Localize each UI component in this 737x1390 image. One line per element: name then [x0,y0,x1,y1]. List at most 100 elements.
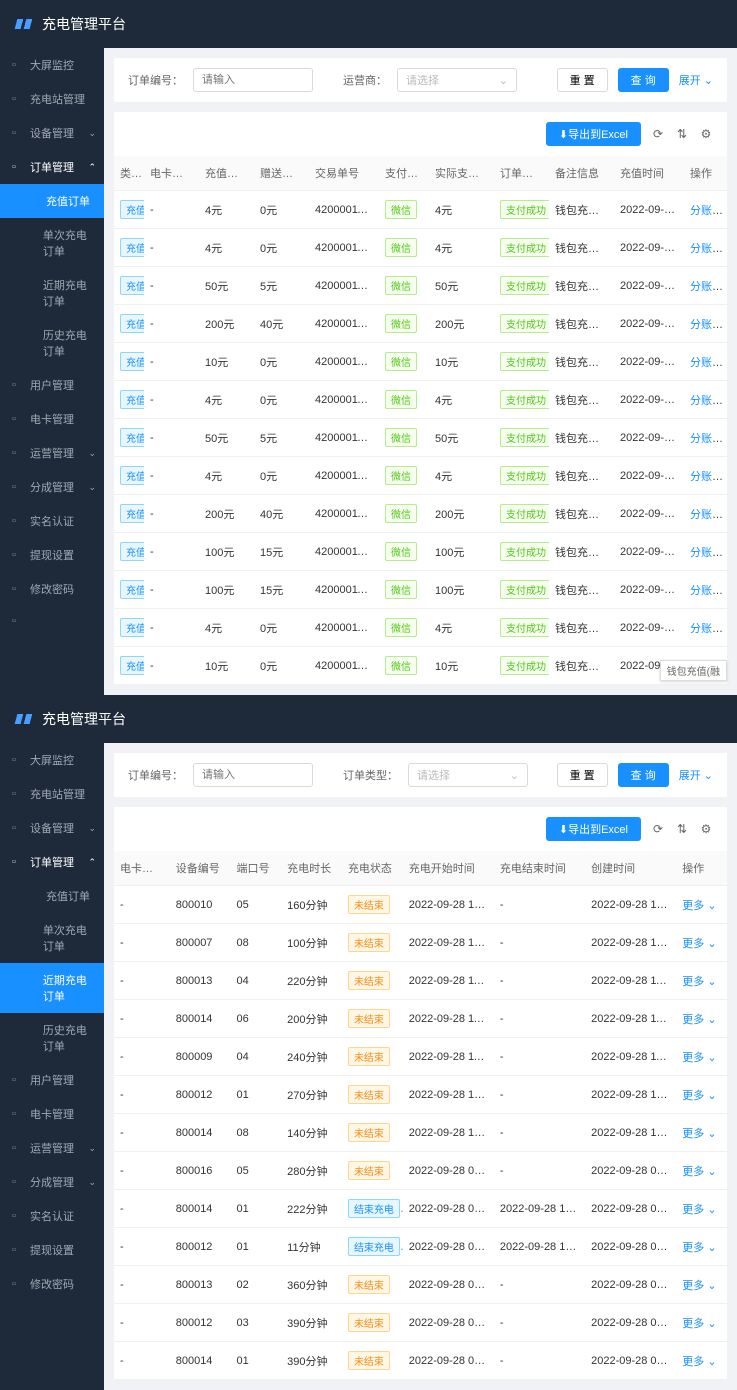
sidebar-item[interactable]: 充值订单 [0,184,104,218]
op-link[interactable]: 分账结果 [690,509,727,521]
cell: 5元 [254,267,309,305]
sidebar-item[interactable]: ▫用户管理 [0,1063,104,1097]
more-link[interactable]: 更多 ⌄ [682,1166,716,1178]
more-link[interactable]: 更多 ⌄ [682,900,716,912]
status-tag: 未结束 [348,1161,390,1180]
sidebar-item[interactable]: ▫电卡管理 [0,402,104,436]
order-type-select[interactable]: 请选择⌄ [408,763,528,787]
cell: - [114,1304,170,1342]
density-icon[interactable]: ⇅ [675,127,689,141]
sidebar-item[interactable]: 历史充电订单 [0,1013,104,1063]
sidebar-item[interactable]: ▫订单管理⌃ [0,150,104,184]
op-link[interactable]: 分账结果 [690,395,727,407]
sidebar-item[interactable]: ▫设备管理⌄ [0,811,104,845]
cell: 2022-09-28 12... [585,886,676,924]
settings-icon[interactable]: ⚙ [699,822,713,836]
cell: 4元 [429,457,494,495]
cell: 100元 [199,571,254,609]
more-link[interactable]: 更多 ⌄ [682,1280,716,1292]
menu-icon: ▫ [12,1176,24,1188]
sidebar-item[interactable]: ▫充电站管理 [0,82,104,116]
op-link[interactable]: 分账结果 [690,471,727,483]
column-header: 操作 [676,851,727,886]
more-link[interactable]: 更多 ⌄ [682,1128,716,1140]
more-link[interactable]: 更多 ⌄ [682,938,716,950]
more-link[interactable]: 更多 ⌄ [682,1204,716,1216]
menu-icon: ▫ [12,481,24,493]
sidebar-item[interactable]: ▫实名认证 [0,504,104,538]
sidebar-item[interactable]: ▫用户管理 [0,368,104,402]
sidebar-label: 设备管理 [30,125,74,141]
sidebar-item[interactable]: ▫分成管理⌄ [0,1165,104,1199]
export-button[interactable]: ⬇ 导出到Excel [546,817,641,841]
sidebar-item[interactable]: ▫提现设置 [0,538,104,572]
cell: 4200001161... [309,191,379,229]
export-button[interactable]: ⬇ 导出到Excel [546,122,641,146]
sidebar-item[interactable]: ▫运营管理⌄ [0,436,104,470]
more-link[interactable]: 更多 ⌄ [682,1242,716,1254]
more-link[interactable]: 更多 ⌄ [682,1014,716,1026]
sidebar-item[interactable]: 近期充电订单 [0,963,104,1013]
menu-icon: ▫ [12,413,24,425]
more-link[interactable]: 更多 ⌄ [682,1318,716,1330]
order-no-input[interactable] [193,68,313,92]
op-link[interactable]: 分账结果 [690,547,727,559]
operator-select[interactable]: 请选择⌄ [397,68,517,92]
cell: - [114,1190,170,1228]
op-link[interactable]: 分账结果 [690,357,727,369]
more-link[interactable]: 更多 ⌄ [682,1090,716,1102]
op-link[interactable]: 分账结果 [690,243,727,255]
sidebar-item[interactable]: ▫提现设置 [0,1233,104,1267]
app-header: 充电管理平台 [0,695,737,743]
sidebar-item[interactable]: 历史充电订单 [0,318,104,368]
op-link[interactable]: 分账结果 [690,205,727,217]
status-tag: 支付成功 [500,504,549,523]
settings-icon[interactable]: ⚙ [699,127,713,141]
type-tag: 充值 [120,580,144,599]
reset-button[interactable]: 重 置 [557,68,608,92]
sidebar-item[interactable]: ▫大屏监控 [0,48,104,82]
sidebar-item[interactable]: ▫订单管理⌃ [0,845,104,879]
sidebar-item[interactable]: 近期充电订单 [0,268,104,318]
refresh-icon[interactable]: ⟳ [651,822,665,836]
sidebar-label: 运营管理 [30,445,74,461]
op-link[interactable]: 分账结果 [690,585,727,597]
sidebar-item[interactable]: 充值订单 [0,879,104,913]
op-link[interactable]: 分账结果 [690,281,727,293]
sidebar-item[interactable]: ▫ [0,606,104,636]
cell: 2022-09-28 08... [585,1342,676,1380]
sidebar-item[interactable]: ▫实名认证 [0,1199,104,1233]
cell: 280分钟 [281,1152,342,1190]
more-link[interactable]: 更多 ⌄ [682,976,716,988]
reset-button[interactable]: 重 置 [557,763,608,787]
more-link[interactable]: 更多 ⌄ [682,1356,716,1368]
sidebar-item[interactable]: ▫修改密码 [0,572,104,606]
table-panel: ⬇ 导出到Excel ⟳ ⇅ ⚙ 电卡卡号设备编号端口号充电时长充电状态充电开始… [114,807,727,1380]
sidebar-item[interactable]: ▫设备管理⌄ [0,116,104,150]
table-row: 充值-4元0元4200001159...微信4元支付成功钱包充值(融...202… [114,457,727,495]
sidebar-item[interactable]: ▫大屏监控 [0,743,104,777]
menu-icon: ▫ [12,127,24,139]
density-icon[interactable]: ⇅ [675,822,689,836]
op-link[interactable]: 分账结果 [690,623,727,635]
expand-toggle[interactable]: 展开 ⌄ [679,72,713,88]
menu-icon: ▫ [12,822,24,834]
cell: - [114,924,170,962]
sidebar-item[interactable]: ▫电卡管理 [0,1097,104,1131]
query-button[interactable]: 查 询 [618,763,669,787]
expand-toggle[interactable]: 展开 ⌄ [679,767,713,783]
order-no-input[interactable] [193,763,313,787]
query-button[interactable]: 查 询 [618,68,669,92]
refresh-icon[interactable]: ⟳ [651,127,665,141]
sidebar-item[interactable]: ▫充电站管理 [0,777,104,811]
sidebar-item[interactable]: ▫修改密码 [0,1267,104,1301]
sidebar-item[interactable]: ▫分成管理⌄ [0,470,104,504]
more-link[interactable]: 更多 ⌄ [682,1052,716,1064]
op-link[interactable]: 分账结果 [690,433,727,445]
sidebar-item[interactable]: 单次充电订单 [0,913,104,963]
table-row: -80001304220分钟未结束2022-09-28 11...-2022-0… [114,962,727,1000]
sidebar-item[interactable]: 单次充电订单 [0,218,104,268]
op-link[interactable]: 分账结果 [690,319,727,331]
cell: - [144,191,199,229]
sidebar-item[interactable]: ▫运营管理⌄ [0,1131,104,1165]
